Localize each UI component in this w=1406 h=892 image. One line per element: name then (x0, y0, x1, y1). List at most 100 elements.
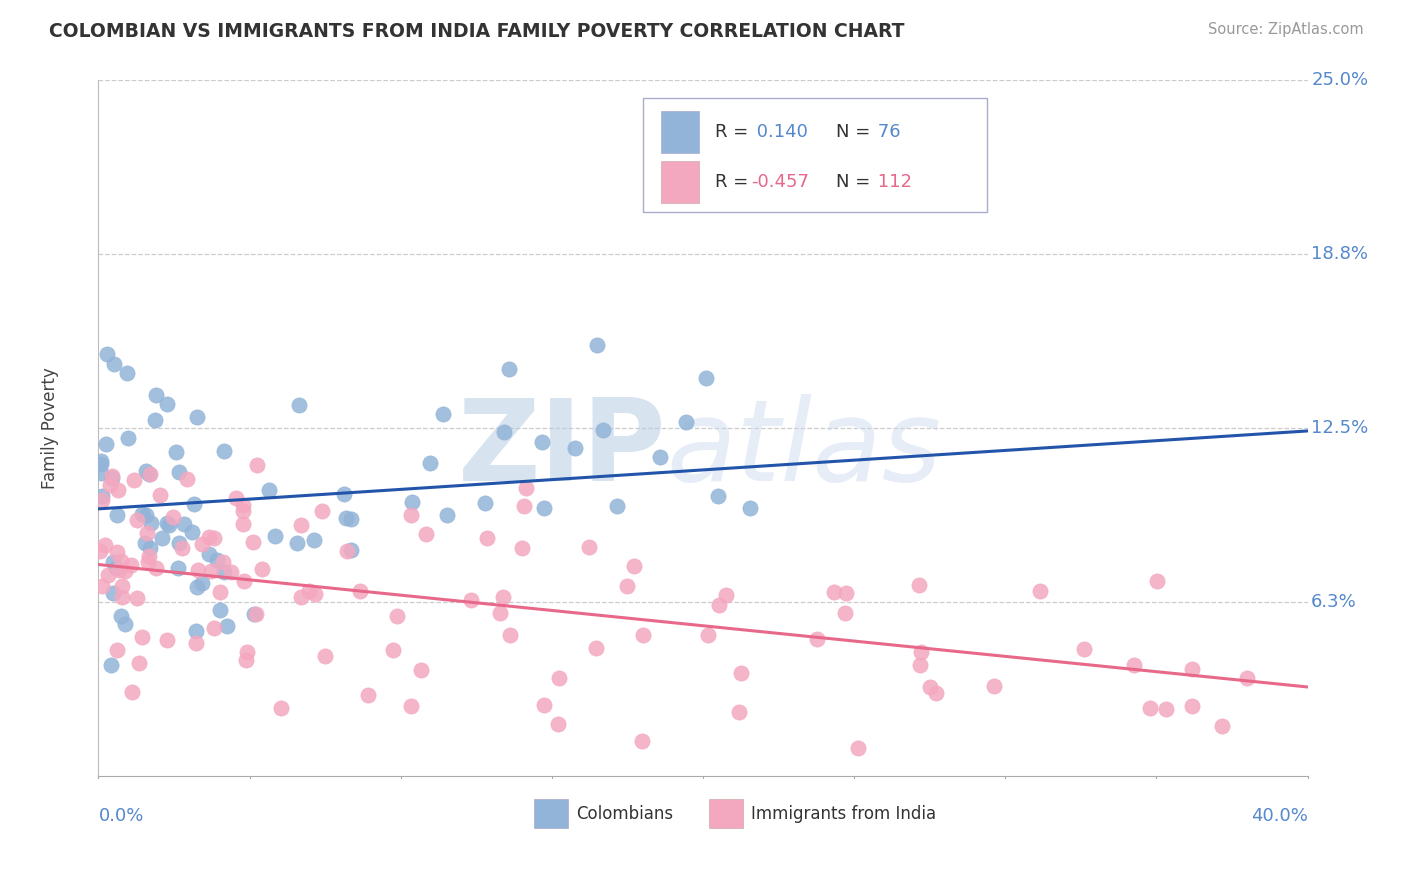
Point (631, 734, 654, 748)
Point (823, 585, 845, 599)
Text: ZIP: ZIP (458, 393, 666, 505)
Point (1211, 719, 1233, 733)
Point (335, 511, 357, 525)
Point (114, 564, 136, 578)
Point (498, 361, 520, 376)
Point (298, 583, 321, 598)
Point (186, 580, 208, 594)
Point (212, 565, 235, 579)
Point (233, 574, 256, 588)
Point (530, 434, 553, 449)
Point (907, 577, 929, 591)
Point (124, 473, 146, 487)
Point (707, 599, 730, 613)
Point (357, 688, 380, 702)
Point (107, 483, 129, 497)
Point (489, 606, 512, 620)
Point (564, 441, 586, 455)
Point (302, 533, 325, 548)
Point (381, 642, 404, 657)
Point (139, 467, 162, 481)
Point (616, 579, 638, 593)
Point (127, 513, 149, 527)
Point (314, 648, 336, 663)
Text: 6.3%: 6.3% (1312, 593, 1357, 611)
Point (494, 425, 516, 439)
Point (135, 464, 157, 478)
Point (401, 495, 423, 509)
Point (90, 492, 112, 507)
Point (90, 458, 112, 472)
Point (180, 524, 202, 539)
Point (127, 591, 149, 606)
Point (385, 609, 408, 624)
Point (186, 636, 208, 650)
Point (510, 541, 533, 555)
Point (172, 541, 194, 556)
Point (89, 544, 111, 558)
FancyBboxPatch shape (534, 799, 568, 828)
FancyBboxPatch shape (643, 98, 987, 212)
Point (198, 548, 221, 562)
Point (311, 504, 333, 518)
Point (695, 371, 717, 385)
Point (287, 536, 309, 550)
Point (333, 487, 356, 501)
Text: N =: N = (837, 123, 870, 141)
Point (401, 699, 423, 714)
Point (242, 535, 264, 549)
Text: R =: R = (716, 173, 748, 191)
Point (143, 413, 166, 427)
Point (460, 592, 482, 607)
Point (186, 410, 208, 425)
Point (1181, 699, 1204, 714)
Point (1073, 641, 1095, 656)
Text: N =: N = (837, 173, 870, 191)
Point (176, 472, 198, 486)
Point (243, 607, 266, 621)
Point (110, 554, 132, 568)
Point (145, 561, 167, 575)
Point (105, 508, 128, 523)
Point (100, 657, 122, 672)
Point (474, 496, 496, 510)
Point (848, 741, 870, 756)
FancyBboxPatch shape (709, 799, 742, 828)
Point (111, 579, 134, 593)
Point (191, 576, 214, 591)
Point (533, 501, 555, 516)
Point (138, 541, 160, 555)
Text: Source: ZipAtlas.com: Source: ZipAtlas.com (1208, 22, 1364, 37)
Point (121, 558, 143, 573)
Point (225, 491, 247, 505)
Point (90, 579, 112, 593)
Point (235, 653, 257, 667)
Point (209, 585, 232, 599)
Point (834, 607, 856, 621)
Text: 40.0%: 40.0% (1251, 807, 1308, 825)
Text: atlas: atlas (666, 393, 942, 505)
Point (925, 686, 948, 700)
Point (217, 619, 239, 633)
Point (202, 621, 225, 635)
Text: R =: R = (716, 123, 748, 141)
Point (107, 643, 129, 657)
Point (401, 508, 423, 522)
Point (128, 656, 150, 670)
Point (165, 445, 187, 459)
Point (212, 555, 235, 569)
Point (650, 450, 672, 465)
Text: Immigrants from India: Immigrants from India (751, 805, 936, 822)
Point (107, 544, 129, 558)
Point (167, 465, 190, 479)
Point (200, 564, 222, 578)
Text: 0.0%: 0.0% (98, 807, 143, 825)
Point (156, 633, 179, 648)
Point (135, 525, 157, 540)
Point (270, 701, 292, 715)
Point (411, 663, 433, 677)
FancyBboxPatch shape (661, 161, 699, 202)
Point (114, 616, 136, 631)
Point (167, 560, 190, 574)
Point (138, 467, 160, 481)
